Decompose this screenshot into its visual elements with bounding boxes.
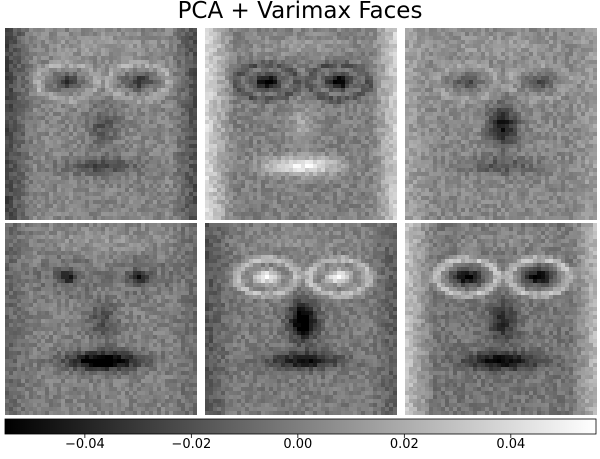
colorbar-tick-label: −0.04 bbox=[64, 437, 105, 452]
chart-title: PCA + Varimax Faces bbox=[177, 0, 423, 24]
colorbar-tick-label: 0.04 bbox=[496, 437, 526, 452]
colorbar-tick-label: −0.02 bbox=[171, 437, 212, 452]
face-panel-3 bbox=[405, 28, 597, 220]
colorbar-tick-label: 0.02 bbox=[389, 437, 419, 452]
face-panel-2 bbox=[205, 28, 397, 220]
face-panel-6 bbox=[405, 223, 597, 415]
face-panel-4 bbox=[5, 223, 197, 415]
face-panel-1 bbox=[5, 28, 197, 220]
colorbar-fill bbox=[4, 418, 597, 435]
colorbar-tick-label: 0.00 bbox=[283, 437, 313, 452]
face-panel-5 bbox=[205, 223, 397, 415]
